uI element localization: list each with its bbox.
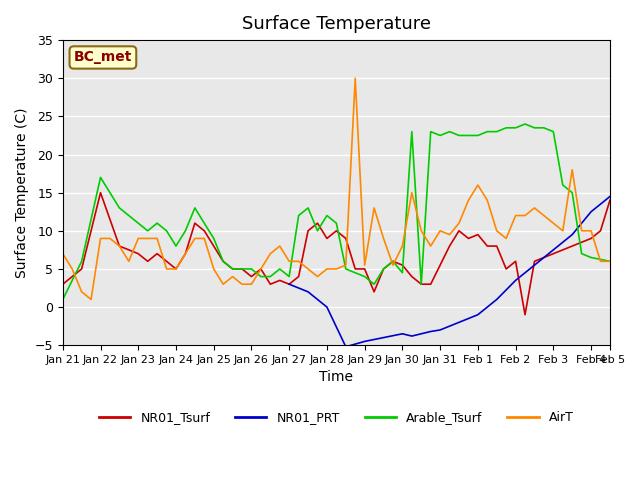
Y-axis label: Surface Temperature (C): Surface Temperature (C) — [15, 108, 29, 278]
X-axis label: Time: Time — [319, 371, 353, 384]
Legend: NR01_Tsurf, NR01_PRT, Arable_Tsurf, AirT: NR01_Tsurf, NR01_PRT, Arable_Tsurf, AirT — [94, 407, 579, 430]
Text: BC_met: BC_met — [74, 50, 132, 64]
Title: Surface Temperature: Surface Temperature — [242, 15, 431, 33]
